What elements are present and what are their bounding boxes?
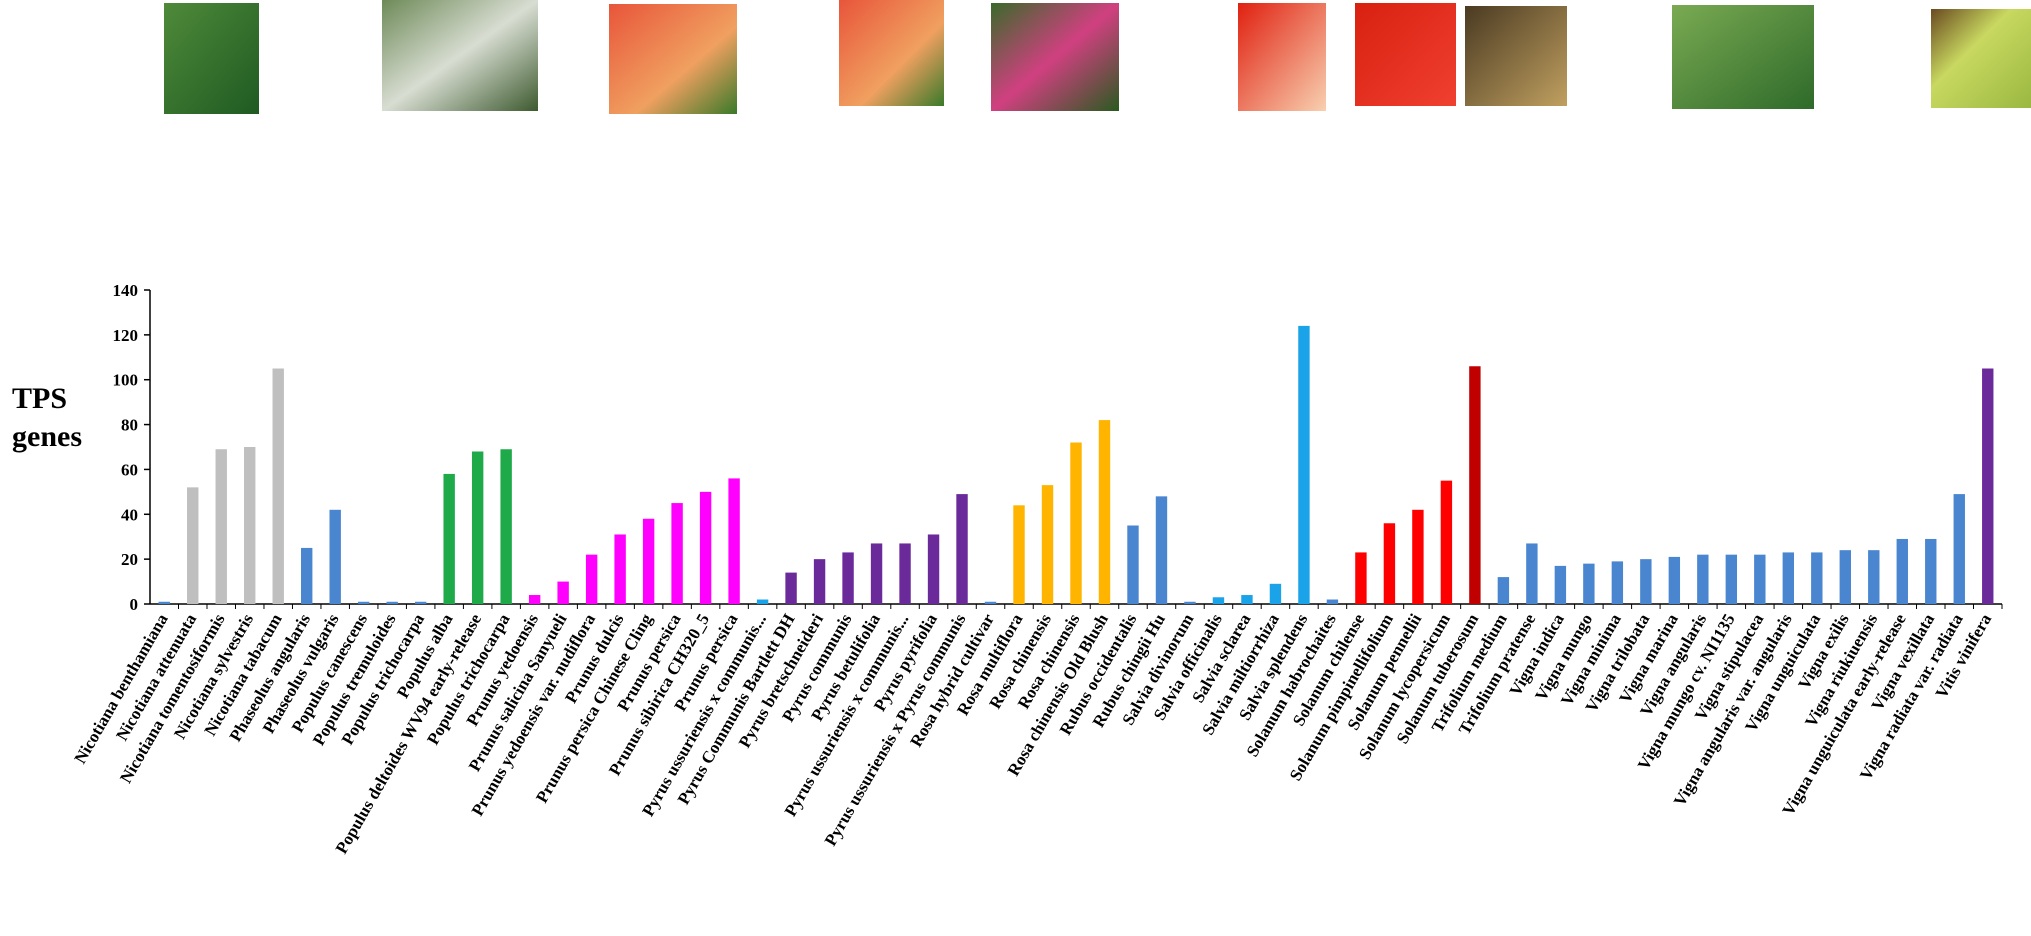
bar [1896, 538, 1908, 604]
photo [1238, 3, 1326, 111]
photo [1672, 5, 1814, 109]
bar [1811, 552, 1823, 604]
photo-strip [164, 0, 2031, 114]
y-tick-label: 0 [130, 595, 139, 614]
bar [1953, 494, 1965, 604]
bar [813, 559, 826, 604]
bar [1754, 554, 1766, 604]
y-tick-label: 80 [121, 416, 138, 435]
bar [785, 572, 797, 604]
bar [1611, 561, 1624, 604]
bar [272, 368, 284, 604]
bar [1412, 509, 1424, 604]
bar [557, 581, 569, 604]
bar [1013, 505, 1025, 604]
photo [382, 0, 538, 111]
bar [1583, 563, 1595, 604]
photo [839, 0, 944, 106]
bar [1497, 577, 1510, 604]
bar [386, 601, 398, 604]
photo [1465, 6, 1567, 106]
bar [1326, 599, 1339, 604]
bar [244, 447, 256, 604]
bar [1127, 525, 1139, 604]
photo [1355, 3, 1456, 106]
bar [1868, 550, 1880, 604]
bar [1782, 552, 1795, 604]
bar [1469, 366, 1481, 604]
bar [528, 595, 541, 604]
bar [1839, 550, 1851, 604]
bar [1982, 368, 1994, 604]
bar [1640, 559, 1652, 604]
bar [301, 547, 313, 604]
photo [164, 3, 259, 114]
bar [671, 503, 683, 604]
bar [1383, 523, 1396, 604]
bar [329, 509, 341, 604]
y-axis-label: TPS genes [12, 382, 82, 453]
bar [756, 599, 769, 604]
bar [1155, 496, 1168, 604]
photo [609, 4, 737, 114]
bar [1725, 554, 1738, 604]
bar [1925, 538, 1937, 604]
bar [158, 601, 170, 604]
bar [956, 494, 968, 604]
bar [1241, 595, 1253, 604]
bar [642, 518, 655, 604]
bar [1070, 442, 1082, 604]
bar [215, 449, 227, 604]
photo [1931, 9, 2031, 108]
bar [728, 478, 740, 604]
bar [1697, 554, 1709, 604]
bar [471, 451, 484, 604]
bar [1526, 543, 1538, 604]
bar [1554, 565, 1567, 604]
y-tick-label: 120 [113, 326, 139, 345]
bar [1212, 597, 1225, 604]
bar [1098, 420, 1111, 604]
bar [414, 601, 427, 604]
bar [357, 601, 370, 604]
bar [1668, 556, 1681, 604]
bar [842, 552, 854, 604]
bar [927, 534, 940, 604]
y-tick-label: 100 [113, 371, 139, 390]
bar [1355, 552, 1367, 604]
bar [1440, 480, 1453, 604]
bar [870, 543, 883, 604]
y-tick-label: 40 [121, 505, 138, 524]
bar [1041, 485, 1054, 604]
bar [899, 543, 911, 604]
bar [614, 534, 626, 604]
bar [443, 473, 455, 604]
bar [984, 601, 997, 604]
photo [991, 3, 1119, 111]
y-tick-label: 20 [121, 550, 138, 569]
bar [585, 554, 598, 604]
bar [1184, 601, 1196, 604]
bar [500, 449, 512, 604]
bar [699, 491, 712, 604]
y-tick-label: 60 [121, 460, 138, 479]
y-tick-label: 140 [113, 281, 139, 300]
bar [187, 487, 199, 604]
bar [1269, 583, 1282, 604]
bar [1298, 325, 1310, 604]
